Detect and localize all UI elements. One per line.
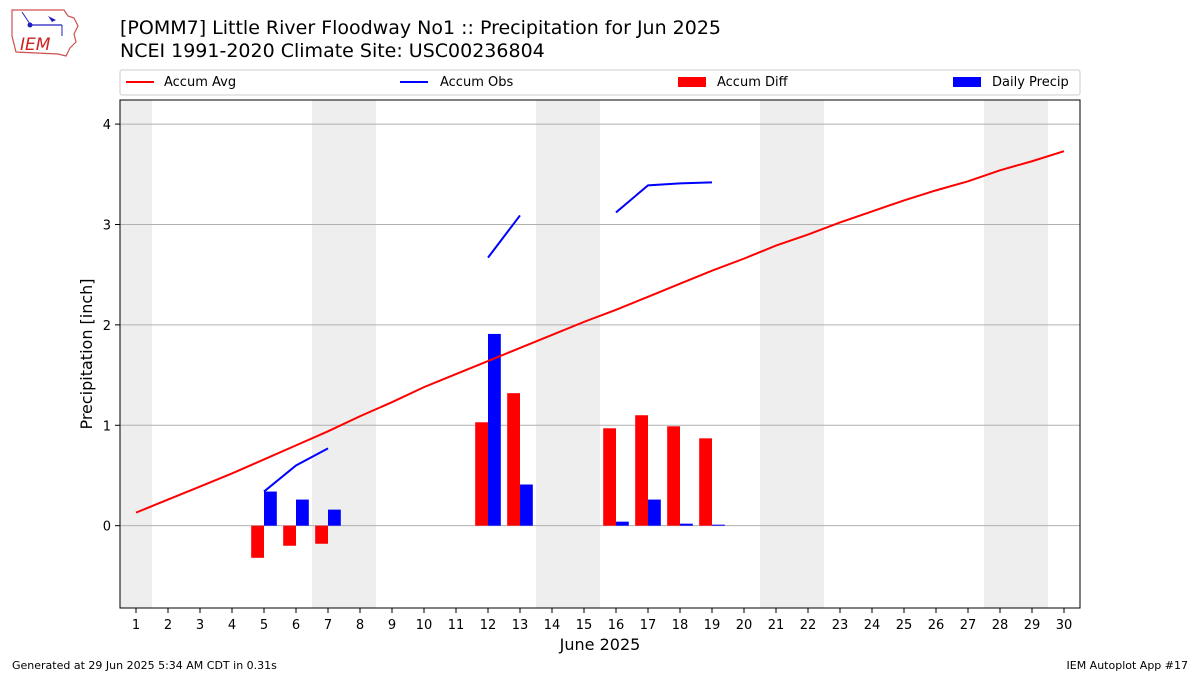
- legend-label-daily-precip: Daily Precip: [992, 75, 1069, 90]
- y-axis-ticks: 0 1 2 3 4: [103, 118, 120, 535]
- line-accum-obs-segment-1: [263, 447, 329, 493]
- iem-logo: IEM: [11, 9, 79, 57]
- x-tick-label-21: 21: [768, 618, 785, 633]
- x-tick-label-5: 5: [260, 618, 268, 633]
- bar-daily-precip-19: [712, 524, 725, 526]
- x-tick-label-18: 18: [672, 618, 689, 633]
- weekend-band-28: [984, 100, 1016, 608]
- plot-frame: [119, 99, 1081, 609]
- bar-accum-diff-19: [699, 438, 712, 526]
- legend-swatch-daily-precip: [953, 77, 981, 87]
- y-tick-label-0: 0: [103, 520, 111, 535]
- bar-daily-precip-16: [616, 521, 629, 526]
- x-tick-label-3: 3: [196, 618, 204, 633]
- legend-label-accum-obs: Accum Obs: [440, 75, 513, 90]
- x-tick-label-9: 9: [388, 618, 396, 633]
- bar-daily-precip-12: [488, 333, 501, 526]
- line-accum-avg: [135, 150, 1065, 514]
- y-tick-label-2: 2: [103, 319, 111, 334]
- x-tick-label-30: 30: [1056, 618, 1073, 633]
- bar-daily-precip-5: [264, 491, 277, 526]
- bar-accum-diff-5: [251, 525, 264, 558]
- x-tick-label-6: 6: [292, 618, 300, 633]
- logo-text: IEM: [20, 35, 51, 55]
- bar-accum-diff-12: [475, 422, 488, 526]
- y-tick-label-3: 3: [103, 218, 111, 233]
- x-tick-label-1: 1: [132, 618, 140, 633]
- legend: Accum Avg Accum Obs Accum Diff Daily Pre…: [119, 69, 1081, 96]
- bar-accum-diff-6: [283, 525, 296, 546]
- bar-accum-diff-18: [667, 426, 680, 526]
- x-tick-label-15: 15: [576, 618, 593, 633]
- bar-daily-precip-7: [328, 509, 341, 526]
- bar-daily-precip-18: [680, 523, 693, 526]
- x-tick-label-10: 10: [416, 618, 433, 633]
- x-tick-label-22: 22: [800, 618, 817, 633]
- line-accum-obs-segment-3: [615, 181, 713, 214]
- x-tick-label-19: 19: [704, 618, 721, 633]
- weekend-band-22: [792, 100, 824, 608]
- bar-daily-precip-13: [520, 484, 533, 526]
- x-tick-label-8: 8: [356, 618, 364, 633]
- x-tick-label-14: 14: [544, 618, 561, 633]
- legend-label-accum-avg: Accum Avg: [164, 75, 236, 90]
- line-accum-obs-segment-2: [487, 214, 521, 259]
- bar-marks: [251, 333, 725, 558]
- x-axis-ticks: 1 2 3 4 5 6 7 8 9 10 11 12 13 14 15 16 17 18 19 20 21 22 23 24 2…: [132, 608, 1072, 633]
- weekend-band-15: [568, 100, 600, 608]
- bar-accum-diff-16: [603, 428, 616, 526]
- x-tick-label-23: 23: [832, 618, 849, 633]
- bar-daily-precip-17: [648, 499, 661, 526]
- line-marks: [135, 150, 1065, 514]
- y-axis-label: Precipitation [inch]: [77, 278, 96, 429]
- y-tick-label-1: 1: [103, 419, 111, 434]
- x-tick-label-24: 24: [864, 618, 881, 633]
- x-tick-label-16: 16: [608, 618, 625, 633]
- x-tick-label-13: 13: [512, 618, 529, 633]
- weekend-band-21: [760, 100, 792, 608]
- x-axis-label: June 2025: [559, 635, 641, 654]
- bar-accum-diff-13: [507, 393, 520, 526]
- x-tick-label-2: 2: [164, 618, 172, 633]
- bar-accum-diff-7: [315, 525, 328, 544]
- weekend-band-29: [1016, 100, 1048, 608]
- x-tick-label-25: 25: [896, 618, 913, 633]
- x-tick-label-27: 27: [960, 618, 977, 633]
- legend-label-accum-diff: Accum Diff: [717, 75, 789, 90]
- chart-subtitle: NCEI 1991-2020 Climate Site: USC00236804: [120, 40, 545, 62]
- gridlines: [120, 123, 1080, 527]
- x-tick-label-28: 28: [992, 618, 1009, 633]
- x-tick-label-11: 11: [448, 618, 465, 633]
- x-tick-label-26: 26: [928, 618, 945, 633]
- footer-app: IEM Autoplot App #17: [1066, 659, 1189, 672]
- x-tick-label-20: 20: [736, 618, 753, 633]
- chart-title: [POMM7] Little River Floodway No1 :: Pre…: [120, 17, 722, 39]
- legend-swatch-accum-diff: [678, 77, 706, 87]
- x-tick-label-12: 12: [480, 618, 497, 633]
- weekend-band-14: [536, 100, 568, 608]
- footer-generated: Generated at 29 Jun 2025 5:34 AM CDT in …: [12, 659, 277, 672]
- x-tick-label-29: 29: [1024, 618, 1041, 633]
- weekend-band-8: [344, 100, 376, 608]
- x-tick-label-7: 7: [324, 618, 332, 633]
- bar-accum-diff-17: [635, 415, 648, 526]
- x-tick-label-4: 4: [228, 618, 236, 633]
- y-tick-label-4: 4: [103, 118, 111, 133]
- weekend-band-1: [120, 100, 152, 608]
- bar-daily-precip-6: [296, 499, 309, 526]
- x-tick-label-17: 17: [640, 618, 657, 633]
